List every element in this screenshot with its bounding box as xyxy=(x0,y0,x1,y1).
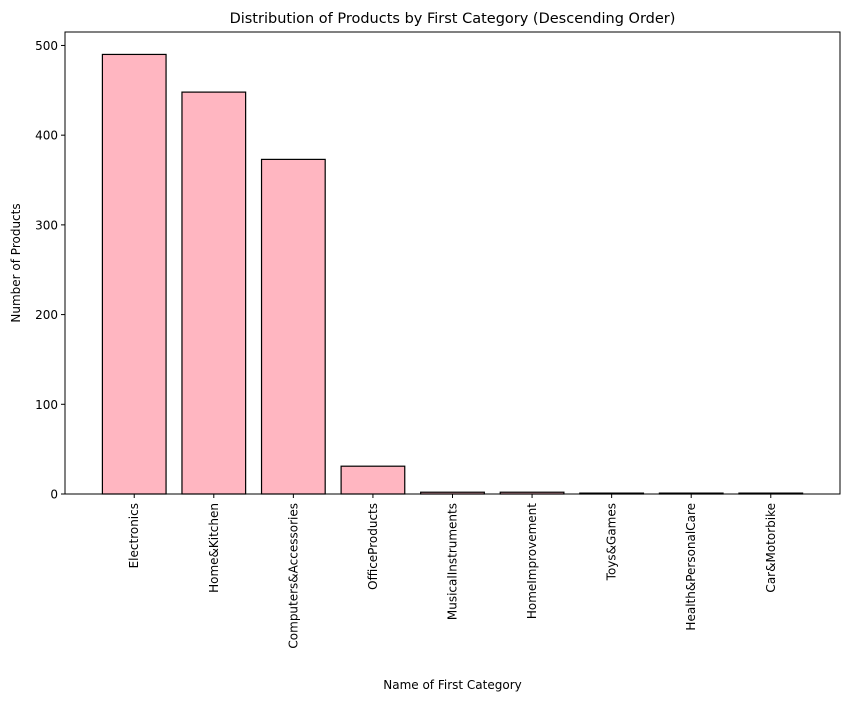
x-axis: Electronics Home&Kitchen Computers&Accesso… xyxy=(127,494,778,649)
x-tick-label: Car&Motorbike xyxy=(764,503,778,593)
bar-officeproducts xyxy=(340,465,406,495)
x-tick-label: Electronics xyxy=(127,503,141,568)
y-axis: 0 100 200 300 400 500 xyxy=(35,39,65,502)
x-axis-label: Name of First Category xyxy=(383,678,521,692)
y-axis-label: Number of Products xyxy=(9,203,23,322)
x-tick-label: Health&PersonalCare xyxy=(684,503,698,631)
x-tick-label: OfficeProducts xyxy=(366,503,380,590)
x-tick-label: Home&Kitchen xyxy=(207,503,221,593)
y-tick-label: 0 xyxy=(50,488,58,502)
x-tick-label: MusicalInstruments xyxy=(446,503,460,620)
bars-group xyxy=(101,53,804,495)
x-tick-label: Toys&Games xyxy=(605,503,619,581)
x-tick-label: HomeImprovement xyxy=(525,503,539,619)
y-tick-label: 400 xyxy=(35,129,58,143)
y-tick-label: 300 xyxy=(35,218,58,232)
y-tick-label: 100 xyxy=(35,398,58,412)
chart-title: Distribution of Products by First Catego… xyxy=(230,11,676,27)
plot-frame xyxy=(64,31,841,495)
y-tick-label: 500 xyxy=(35,39,58,53)
bar-computers-accessories xyxy=(260,158,326,495)
bar-electronics xyxy=(101,53,167,495)
x-tick-label: Computers&Accessories xyxy=(286,503,300,649)
bar-home-kitchen xyxy=(181,91,247,495)
y-tick-label: 200 xyxy=(35,308,58,322)
